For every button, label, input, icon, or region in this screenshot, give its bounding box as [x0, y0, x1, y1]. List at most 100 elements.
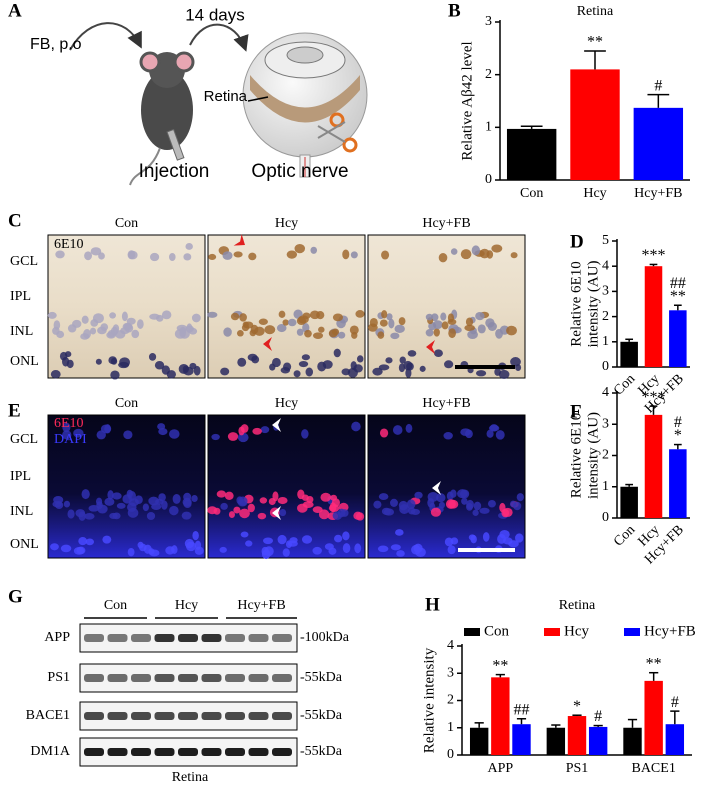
error-bar [551, 724, 561, 728]
error-bar [627, 718, 638, 728]
cell [127, 547, 135, 557]
blot-band [248, 634, 269, 642]
bar [567, 716, 587, 755]
bar [512, 724, 531, 755]
stain-label: DAPI [54, 432, 87, 447]
cell [460, 489, 470, 499]
cell [98, 252, 105, 260]
bar [623, 727, 642, 755]
cell [446, 491, 454, 501]
cell [447, 545, 456, 555]
chart-title: Retina [559, 598, 596, 613]
cell [230, 312, 240, 321]
y-tick-label: 2 [447, 693, 454, 708]
y-tick-label: 3 [447, 665, 454, 680]
arrowhead [272, 418, 281, 432]
y-tick-label: 3 [602, 416, 609, 431]
arrowhead [426, 340, 435, 354]
cell [473, 501, 482, 511]
cell [154, 360, 165, 370]
cell [207, 311, 218, 318]
panel-label: A [8, 0, 22, 21]
error-bar [670, 710, 680, 725]
cell [193, 365, 201, 376]
significance-label: # [654, 77, 662, 94]
cell [410, 508, 421, 516]
blot-band [107, 634, 128, 642]
cell [239, 508, 250, 519]
error-bar [625, 483, 634, 487]
cell [102, 535, 112, 544]
blot-band [131, 712, 151, 720]
cell [406, 499, 416, 510]
cell [498, 369, 510, 379]
y-axis-label: Relative intensity [421, 647, 437, 753]
blot-tissue: Retina [172, 770, 209, 785]
cell [259, 497, 268, 504]
cell [443, 432, 453, 440]
cell [486, 250, 494, 259]
significance-label: * [674, 427, 682, 444]
cell [112, 512, 121, 520]
cell [472, 509, 479, 516]
cell [208, 253, 217, 261]
cell [294, 243, 306, 254]
cell [318, 326, 325, 333]
blot-band [84, 634, 104, 642]
y-axis-label: intensity (AU) [585, 260, 601, 347]
cell [222, 251, 233, 260]
schematic [69, 22, 368, 186]
layer-label: GCL [10, 432, 38, 447]
significance-label: ## [670, 275, 686, 292]
cell [450, 248, 458, 255]
blot-band [178, 712, 198, 720]
cell [252, 427, 262, 435]
bar [469, 727, 489, 755]
cell [158, 428, 168, 436]
cell [444, 360, 454, 369]
y-tick-label: 0 [485, 172, 492, 187]
band-size: -55kDa [300, 670, 343, 685]
cell [369, 317, 378, 328]
x-tick-label: APP [487, 761, 513, 776]
cell [431, 313, 439, 322]
chart-title: Retina [577, 4, 614, 19]
y-tick-label: 0 [602, 510, 609, 525]
cell [351, 331, 358, 339]
cell [475, 311, 485, 321]
x-tick-label: Con [611, 522, 638, 549]
blot-band [107, 712, 128, 720]
cell [508, 540, 519, 548]
group-label: Hcy+FB [237, 598, 285, 613]
bar [644, 680, 663, 755]
panel-label: B [448, 0, 461, 21]
cell [427, 497, 435, 508]
cell [479, 507, 490, 514]
cell [510, 357, 521, 367]
cell [302, 312, 311, 319]
cell [224, 491, 234, 500]
blot-band [84, 712, 104, 720]
cell [445, 499, 456, 509]
y-axis-label: Relative 6E10 [568, 261, 584, 346]
cell [407, 350, 417, 357]
cell [396, 550, 405, 557]
cell [495, 430, 505, 440]
y-tick-label: 2 [602, 448, 609, 463]
cell [90, 247, 102, 256]
optic-nerve: Optic nerve [251, 161, 348, 182]
injection: Injection [139, 161, 210, 182]
cell [347, 367, 358, 378]
blot-band [154, 634, 175, 642]
cell [356, 355, 364, 363]
cell [305, 367, 314, 377]
cell [72, 319, 82, 328]
cell [121, 311, 128, 322]
arrowhead [263, 337, 272, 351]
error-bar [516, 718, 527, 725]
bar [633, 107, 684, 180]
cell [191, 313, 201, 323]
cell [466, 502, 473, 511]
band-size: -55kDa [300, 744, 343, 759]
cell [184, 538, 195, 549]
